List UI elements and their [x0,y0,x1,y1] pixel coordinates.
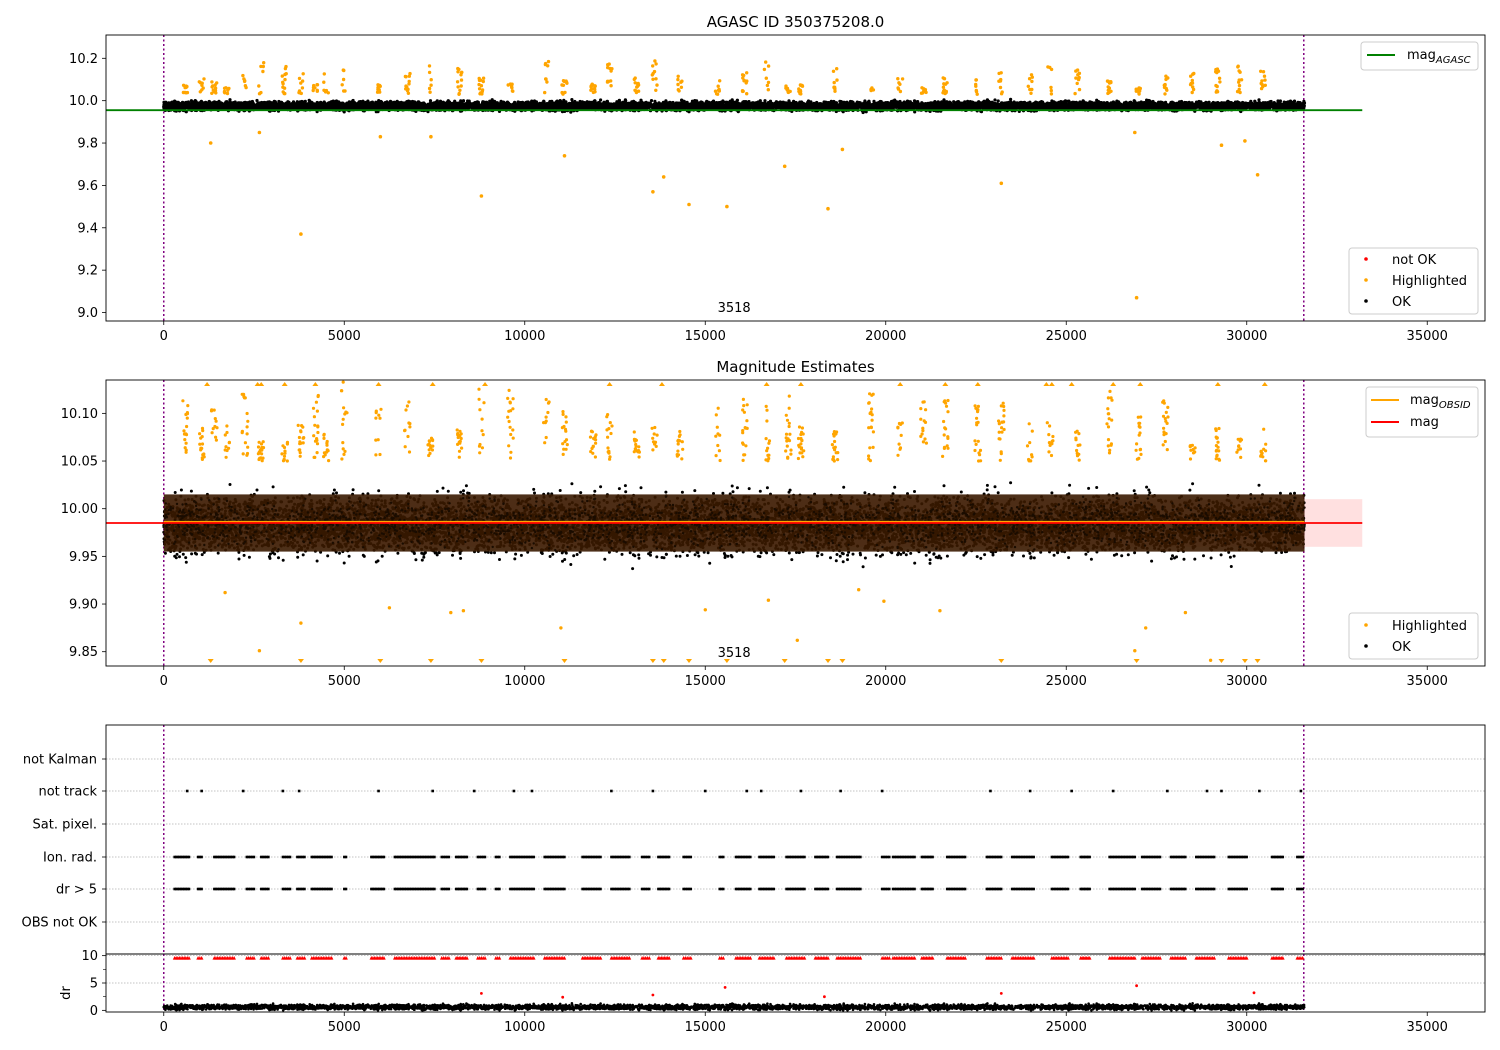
plot-area [106,35,1363,321]
ok-point [623,98,628,102]
ok-point [228,98,232,102]
ok-point [912,99,917,103]
ok-point [428,99,433,103]
panel-agasc-magnitude: AGASC ID 350375208.00 5000 10000 15000 20000… [69,13,1486,344]
ok-point [570,98,574,102]
chart-title: AGASC ID 350375208.0 [707,13,885,31]
ok-point [490,98,494,102]
ok-point [993,98,997,102]
ok-point [735,98,740,102]
ok-points [162,97,1307,115]
ok-point [649,99,654,103]
ok-point [1009,97,1013,101]
ok-point [1050,99,1054,103]
